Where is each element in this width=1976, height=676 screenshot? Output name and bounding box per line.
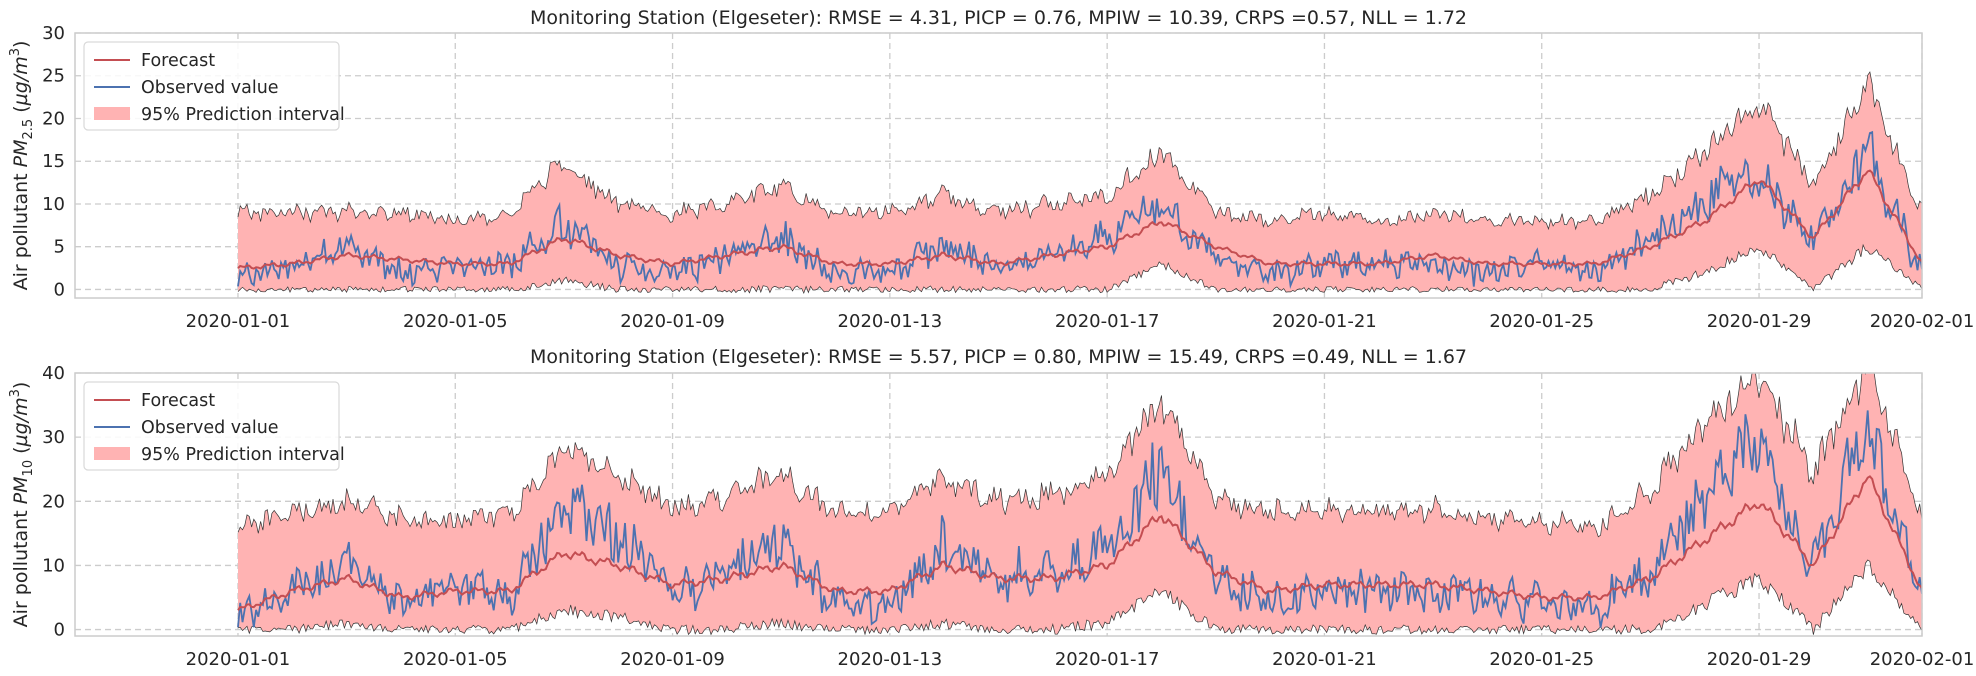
x-tick-label: 2020-01-29 — [1707, 649, 1812, 670]
plot-marks — [237, 71, 1922, 295]
y-tick-label: 10 — [42, 194, 65, 215]
y-tick-label: 20 — [42, 108, 65, 129]
legend-item-observed: Observed value — [94, 418, 279, 438]
x-tick-label: 2020-01-13 — [838, 649, 943, 670]
chart-title: Monitoring Station (Elgeseter): RMSE = 5… — [530, 346, 1467, 368]
prediction-interval-band — [238, 72, 1922, 294]
interval-upper-bound — [237, 373, 1922, 538]
chart-panel-2: 0 10 20 30 40 2020-01-01 2020-01-05 2020-01-09 2… — [8, 346, 1974, 670]
y-tick-label: 30 — [42, 427, 65, 448]
y-axis-label: Air pollutant PM2.5 (µg/m3) — [8, 41, 36, 291]
legend-item-interval: 95% Prediction interval — [94, 445, 345, 465]
forecast-line — [237, 169, 1922, 270]
y-tick-label: 15 — [42, 151, 65, 172]
x-tick-label: 2020-01-13 — [838, 311, 943, 332]
forecast-line — [237, 475, 1922, 611]
y-tick-label: 40 — [42, 363, 65, 384]
interval-upper-bound — [237, 71, 1922, 231]
x-tick-label: 2020-01-21 — [1272, 649, 1377, 670]
chart-title: Monitoring Station (Elgeseter): RMSE = 4… — [530, 7, 1467, 29]
x-tick-label: 2020-01-01 — [186, 311, 291, 332]
legend-label: Forecast — [141, 391, 215, 411]
legend-label: Observed value — [141, 78, 279, 98]
legend-label: 95% Prediction interval — [141, 445, 345, 465]
legend-swatch — [94, 447, 130, 460]
y-tick-label: 0 — [54, 620, 65, 641]
x-tick-label: 2020-01-05 — [403, 649, 508, 670]
y-tick-label: 25 — [42, 66, 65, 87]
legend-box — [83, 381, 340, 471]
legend-swatch — [94, 107, 130, 120]
x-tick-label: 2020-01-09 — [620, 649, 725, 670]
y-tick-label: 30 — [42, 23, 65, 44]
y-tick-label: 20 — [42, 491, 65, 512]
legend-label: Forecast — [141, 51, 215, 71]
axes-frame — [74, 372, 1923, 637]
observed-line — [237, 130, 1922, 289]
legend-label: Observed value — [141, 418, 279, 438]
chart-panel-1: 0 5 10 15 20 25 30 2020-01-01 2020-01-05 2020-01-… — [8, 7, 1974, 332]
legend-label: 95% Prediction interval — [141, 105, 345, 125]
x-tick-label: 2020-01-29 — [1707, 311, 1812, 332]
y-tick-label: 10 — [42, 555, 65, 576]
interval-lower-bound — [237, 243, 1922, 295]
x-tick-label: 2020-01-25 — [1489, 311, 1594, 332]
y-tick-label: 5 — [54, 237, 65, 258]
axes-frame — [74, 32, 1923, 299]
legend-box — [83, 41, 340, 131]
prediction-interval-band — [238, 373, 1922, 635]
x-tick-label: 2020-01-09 — [620, 311, 725, 332]
x-tick-label: 2020-01-25 — [1489, 649, 1594, 670]
interval-lower-bound — [237, 559, 1922, 636]
legend-item-forecast: Forecast — [94, 51, 215, 71]
observed-line — [237, 410, 1922, 628]
x-tick-label: 2020-02-01 — [1870, 311, 1975, 332]
x-tick-label: 2020-01-17 — [1055, 311, 1160, 332]
x-tick-label: 2020-01-05 — [403, 311, 508, 332]
plot-marks — [237, 373, 1922, 636]
x-tick-label: 2020-01-01 — [186, 649, 291, 670]
legend-item-observed: Observed value — [94, 78, 279, 98]
legend-item-interval: 95% Prediction interval — [94, 105, 345, 125]
x-tick-label: 2020-01-21 — [1272, 311, 1377, 332]
y-axis-label: Air pollutant PM10 (µg/m3) — [8, 382, 36, 628]
x-tick-label: 2020-02-01 — [1870, 649, 1975, 670]
x-tick-label: 2020-01-17 — [1055, 649, 1160, 670]
y-tick-label: 0 — [54, 279, 65, 300]
legend-item-forecast: Forecast — [94, 391, 215, 411]
